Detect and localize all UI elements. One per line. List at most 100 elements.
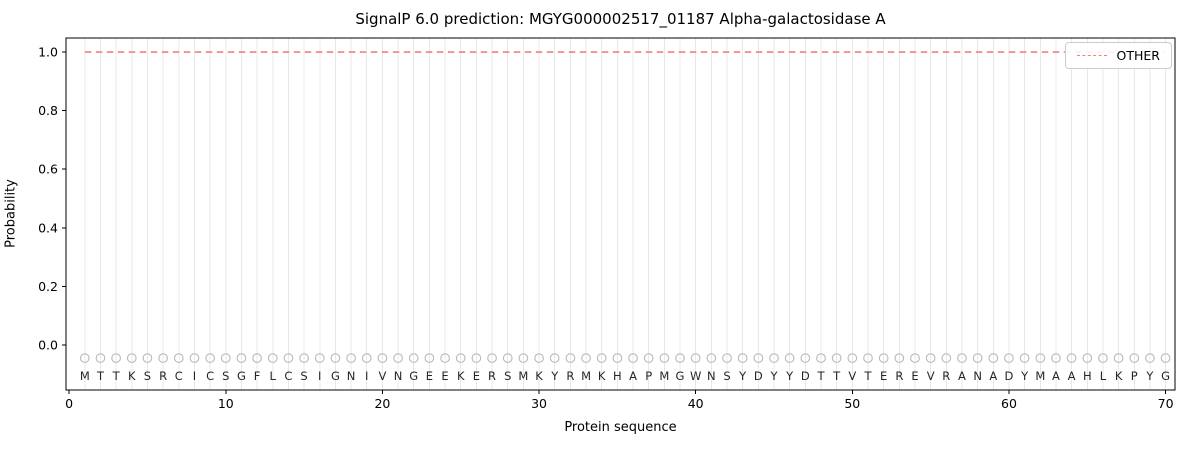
residue-marker (408, 353, 419, 363)
residue-letter: E (880, 369, 887, 383)
residue-marker (299, 353, 309, 363)
residue-letter: S (144, 369, 151, 383)
residue-letter: V (927, 369, 935, 383)
x-tick-label: 60 (1001, 396, 1017, 411)
residue-marker (173, 353, 184, 363)
residue-marker (753, 353, 764, 363)
residue-marker (628, 353, 638, 363)
residue-marker (941, 353, 952, 363)
residue-marker (722, 353, 732, 363)
residue-letter: N (347, 369, 356, 383)
residue-marker (1066, 353, 1077, 363)
legend-label: OTHER (1116, 48, 1160, 63)
residue-letter: V (378, 369, 386, 383)
residue-marker (393, 353, 403, 363)
x-tick-label: 50 (844, 396, 860, 411)
residue-letter: M (1035, 369, 1045, 383)
x-tick-label: 10 (218, 396, 234, 411)
residue-marker (549, 353, 560, 363)
residue-marker (158, 353, 168, 363)
y-tick-label: 0.4 (38, 220, 58, 235)
residue-marker (95, 353, 106, 363)
residue-marker (1035, 353, 1046, 363)
residue-marker (925, 353, 936, 363)
residue-marker (1145, 353, 1155, 363)
residue-marker (863, 353, 873, 363)
residue-letter: G (1161, 369, 1170, 383)
residue-letter: L (1100, 369, 1107, 383)
residue-letter: K (535, 369, 543, 383)
y-tick-label: 0.2 (38, 279, 58, 294)
residue-letter: I (193, 369, 196, 383)
residue-marker (330, 353, 341, 363)
x-tick-label: 70 (1158, 396, 1174, 411)
residue-marker (816, 353, 826, 363)
residue-marker (205, 353, 215, 363)
residue-marker (283, 353, 294, 363)
residue-letter: T (96, 369, 105, 383)
y-axis-label: Probability (3, 179, 19, 248)
x-tick-label: 30 (531, 396, 547, 411)
residue-letter: K (598, 369, 606, 383)
residue-letter: G (237, 369, 246, 383)
residue-letter: D (801, 369, 810, 383)
residue-letter: M (581, 369, 591, 383)
residue-letter: Y (1020, 369, 1029, 383)
residue-letter: K (1115, 369, 1123, 383)
residue-letter: R (942, 369, 950, 383)
residue-marker (455, 353, 466, 363)
residue-letter: G (676, 369, 685, 383)
residue-marker (706, 353, 717, 363)
residue-marker (111, 353, 121, 363)
residue-marker (314, 353, 325, 363)
residue-letter: Y (1145, 369, 1154, 383)
residue-letter: M (518, 369, 528, 383)
residue-marker (1004, 353, 1014, 363)
residue-letter: P (645, 369, 652, 383)
residue-letter: T (863, 369, 872, 383)
residue-marker (894, 353, 905, 363)
residue-letter: A (1052, 369, 1060, 383)
x-tick-label: 20 (374, 396, 390, 411)
residue-letter: E (473, 369, 480, 383)
residue-letter: K (457, 369, 465, 383)
residue-marker (878, 353, 889, 363)
residue-letter: D (754, 369, 763, 383)
residue-marker (565, 353, 576, 363)
residue-marker (847, 353, 858, 363)
residue-letter: F (254, 369, 261, 383)
x-tick-label: 40 (688, 396, 704, 411)
residue-letter: R (159, 369, 167, 383)
residue-marker (502, 353, 513, 363)
residue-letter: R (488, 369, 496, 383)
residue-letter: G (409, 369, 418, 383)
residue-letter: A (629, 369, 637, 383)
legend-dashed-line-icon (1076, 55, 1107, 56)
residue-marker (267, 353, 278, 363)
residue-letter: Y (738, 369, 747, 383)
residue-letter: A (989, 369, 997, 383)
residue-marker (220, 353, 231, 363)
residue-marker (800, 353, 811, 363)
residue-letter: C (175, 369, 183, 383)
residue-marker (957, 353, 967, 363)
residue-letter: I (365, 369, 368, 383)
residue-marker (1160, 353, 1171, 363)
residue-marker (596, 353, 607, 363)
residue-letter: M (659, 369, 669, 383)
axes-spines (65, 37, 1176, 391)
residue-letter: H (1083, 369, 1092, 383)
residue-letter: N (973, 369, 982, 383)
residue-letter: E (911, 369, 918, 383)
residue-letter: G (331, 369, 340, 383)
x-axis-label: Protein sequence (564, 420, 677, 435)
residue-letter: A (1068, 369, 1076, 383)
residue-marker (659, 353, 670, 363)
residue-letter: T (112, 369, 121, 383)
legend: OTHER (1064, 42, 1172, 69)
x-tick-label: 0 (65, 396, 73, 411)
residue-marker (252, 353, 262, 363)
residue-marker (79, 353, 90, 363)
